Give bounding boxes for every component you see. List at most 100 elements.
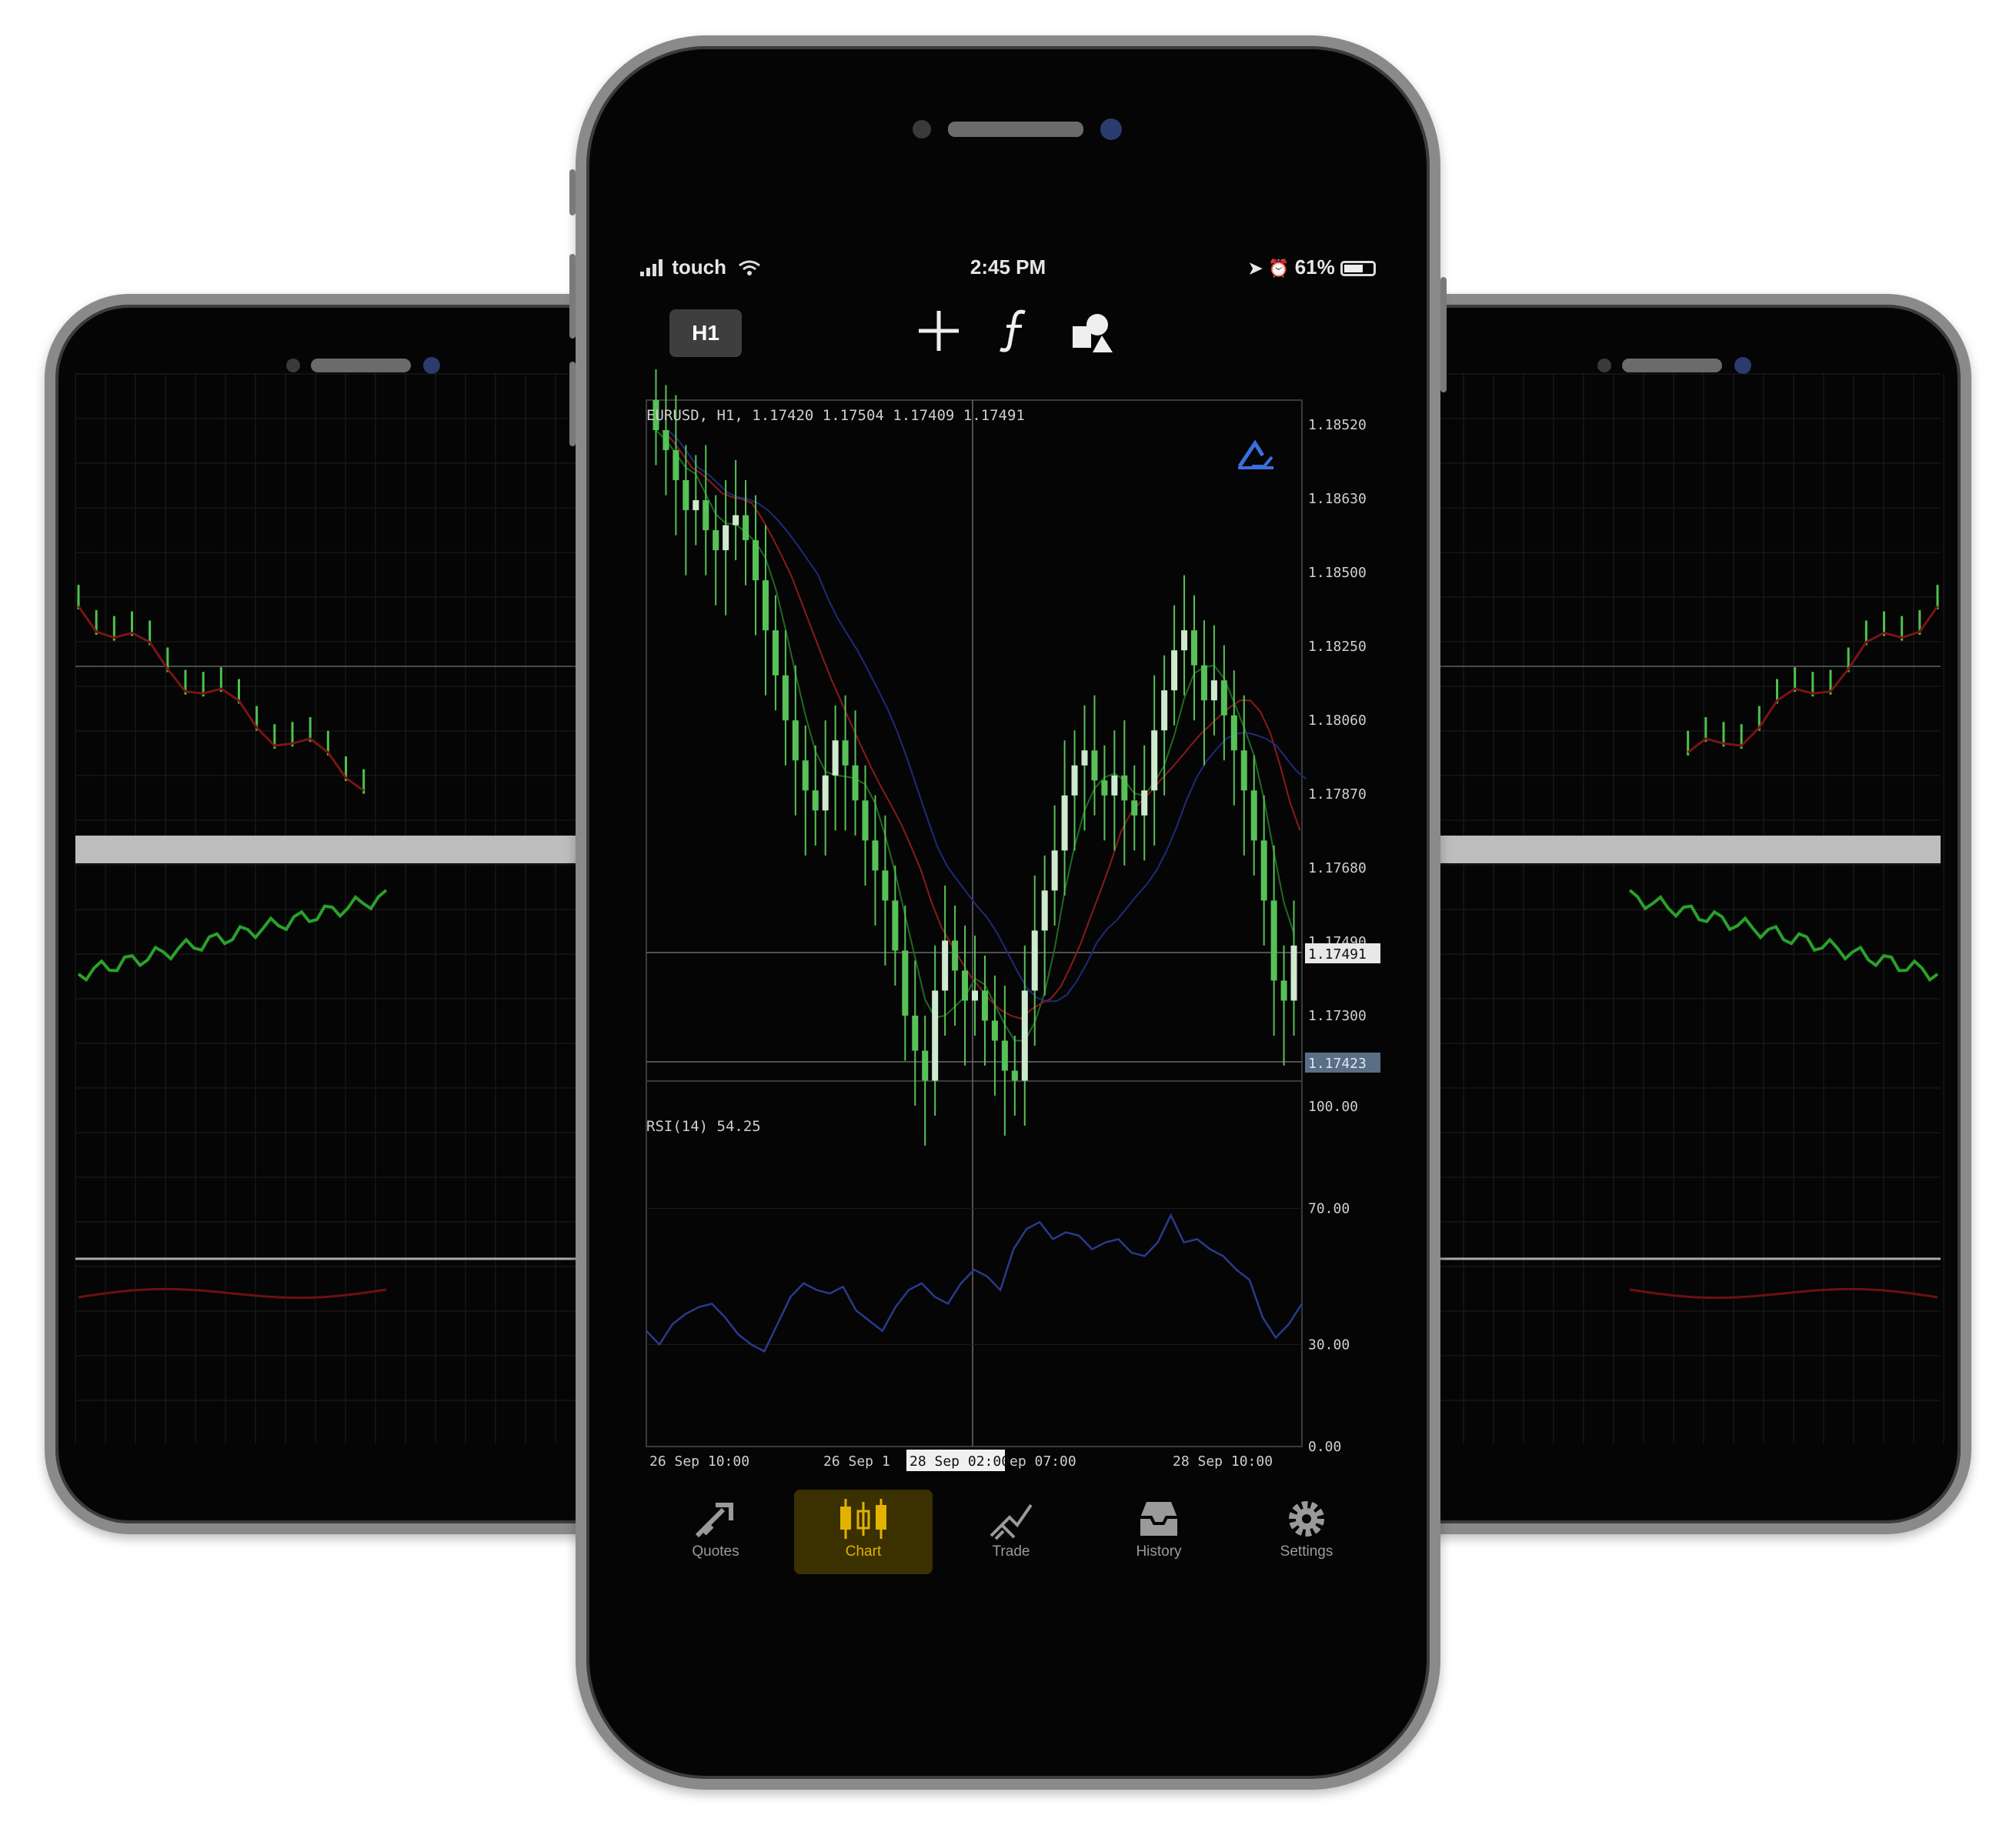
candle-body bbox=[1091, 750, 1098, 781]
candle-body bbox=[792, 720, 799, 761]
candle-body bbox=[782, 675, 789, 721]
function-icon[interactable] bbox=[996, 308, 1034, 354]
candle-body bbox=[1021, 990, 1028, 1081]
chart-header: EURUSD, H1, 1.17420 1.17504 1.17409 1.17… bbox=[646, 407, 1025, 424]
price-tick: 1.18060 bbox=[1308, 712, 1367, 729]
bottom-tab-bar: Quotes Chart Trade History bbox=[616, 1490, 1400, 1582]
candle-body bbox=[991, 1020, 998, 1041]
candle-body bbox=[1250, 790, 1257, 841]
front-camera bbox=[1100, 118, 1122, 140]
candle-body bbox=[1121, 775, 1128, 801]
candle-body bbox=[762, 580, 769, 631]
candle-body bbox=[693, 500, 699, 511]
candle-body bbox=[1220, 680, 1227, 716]
location-icon: ➤ bbox=[1248, 259, 1263, 278]
volume-up-button bbox=[569, 254, 576, 339]
candle-body bbox=[1280, 980, 1287, 1001]
candle-body bbox=[1111, 775, 1118, 796]
candle-body bbox=[703, 500, 709, 531]
tab-chart[interactable]: Chart bbox=[794, 1490, 933, 1574]
candle-body bbox=[972, 990, 978, 1001]
candle-body bbox=[1171, 650, 1178, 691]
price-tick: 1.18630 bbox=[1308, 491, 1367, 507]
signal-icon bbox=[640, 259, 663, 276]
tab-quotes[interactable]: Quotes bbox=[646, 1490, 785, 1574]
candle-body bbox=[1001, 1040, 1008, 1071]
candle-body bbox=[1270, 900, 1277, 981]
side-moving-average bbox=[1687, 606, 1939, 754]
candle-body bbox=[942, 940, 949, 991]
mute-switch bbox=[569, 169, 576, 215]
candle-body bbox=[1131, 800, 1138, 816]
chart-frame bbox=[646, 399, 1303, 1447]
candle-body bbox=[1151, 730, 1158, 791]
gear-icon bbox=[1289, 1501, 1324, 1537]
price-tick: 1.18250 bbox=[1308, 639, 1367, 655]
candle-body bbox=[1200, 665, 1207, 701]
candle-body bbox=[892, 900, 899, 951]
candle-body bbox=[981, 990, 988, 1021]
center-phone: touch 2:45 PM ➤ ⏰ 61% H1 bbox=[569, 35, 1447, 1790]
moving-average-line bbox=[667, 429, 1307, 1003]
current-price-label: 1.17491 bbox=[1308, 946, 1367, 963]
candle-body bbox=[1210, 680, 1217, 701]
rsi-label: RSI(14) 54.25 bbox=[646, 1118, 761, 1135]
one-click-trading-icon[interactable] bbox=[1237, 439, 1273, 469]
candle-body bbox=[1290, 945, 1297, 1001]
quotes-icon bbox=[695, 1503, 733, 1538]
crosshair-time-label: 28 Sep 02:00 bbox=[910, 1453, 1010, 1470]
candle-body bbox=[733, 515, 739, 526]
candle-body bbox=[1190, 630, 1197, 666]
candle-body bbox=[713, 530, 719, 551]
current-price-tag bbox=[1305, 943, 1380, 963]
candle-body bbox=[673, 450, 679, 481]
candle-body bbox=[822, 775, 829, 811]
candle-body bbox=[1230, 715, 1237, 751]
front-camera bbox=[423, 357, 440, 374]
sensor-dot bbox=[1597, 359, 1611, 372]
carrier-name: touch bbox=[672, 255, 726, 279]
rsi-line bbox=[646, 1213, 1303, 1353]
alarm-icon: ⏰ bbox=[1268, 259, 1290, 278]
objects-icon[interactable] bbox=[1070, 308, 1116, 354]
candle-body bbox=[772, 630, 779, 676]
side-indicator-line bbox=[78, 1287, 387, 1300]
chart-toolbar: H1 bbox=[669, 300, 1347, 362]
battery-icon bbox=[1340, 261, 1376, 277]
status-right: ➤ ⏰ 61% bbox=[1248, 255, 1376, 279]
speaker bbox=[311, 359, 411, 372]
candle-body bbox=[753, 540, 759, 581]
crosshair-icon[interactable] bbox=[916, 308, 962, 354]
side-moving-average bbox=[77, 606, 365, 792]
candle-body bbox=[1031, 930, 1038, 991]
tab-history-label: History bbox=[1136, 1543, 1182, 1560]
crosshair-price-tag bbox=[1305, 1053, 1380, 1073]
candle-body bbox=[1011, 1070, 1018, 1081]
tab-trade[interactable]: Trade bbox=[942, 1490, 1080, 1574]
tab-settings[interactable]: Settings bbox=[1237, 1490, 1376, 1574]
candle-body bbox=[653, 400, 659, 431]
timeframe-button[interactable]: H1 bbox=[669, 309, 742, 357]
wifi-icon bbox=[739, 260, 761, 275]
time-tick: 28 Sep 10:00 bbox=[1173, 1453, 1273, 1470]
candle-body bbox=[952, 940, 959, 971]
candle-body bbox=[912, 1015, 919, 1051]
price-tick: 1.18520 bbox=[1308, 417, 1367, 433]
price-chart[interactable]: EURUSD, H1, 1.17420 1.17504 1.17409 1.17… bbox=[642, 369, 1380, 1485]
front-camera bbox=[1734, 357, 1751, 374]
rsi-tick: 70.00 bbox=[1308, 1201, 1350, 1217]
tab-trade-label: Trade bbox=[992, 1543, 1030, 1560]
tab-history[interactable]: History bbox=[1090, 1490, 1228, 1574]
candle-body bbox=[1141, 790, 1148, 816]
rsi-tick: 30.00 bbox=[1308, 1336, 1350, 1353]
side-oscillator bbox=[77, 889, 388, 983]
candle-body bbox=[1260, 840, 1267, 901]
candle-body bbox=[932, 990, 939, 1081]
tab-settings-label: Settings bbox=[1280, 1543, 1333, 1560]
candle-body bbox=[902, 950, 909, 1016]
status-bar: touch 2:45 PM ➤ ⏰ 61% bbox=[640, 255, 1376, 286]
candle-body bbox=[743, 515, 749, 541]
candle-body bbox=[842, 740, 849, 766]
candle-body bbox=[832, 740, 839, 776]
crosshair-price-label: 1.17423 bbox=[1308, 1056, 1367, 1072]
